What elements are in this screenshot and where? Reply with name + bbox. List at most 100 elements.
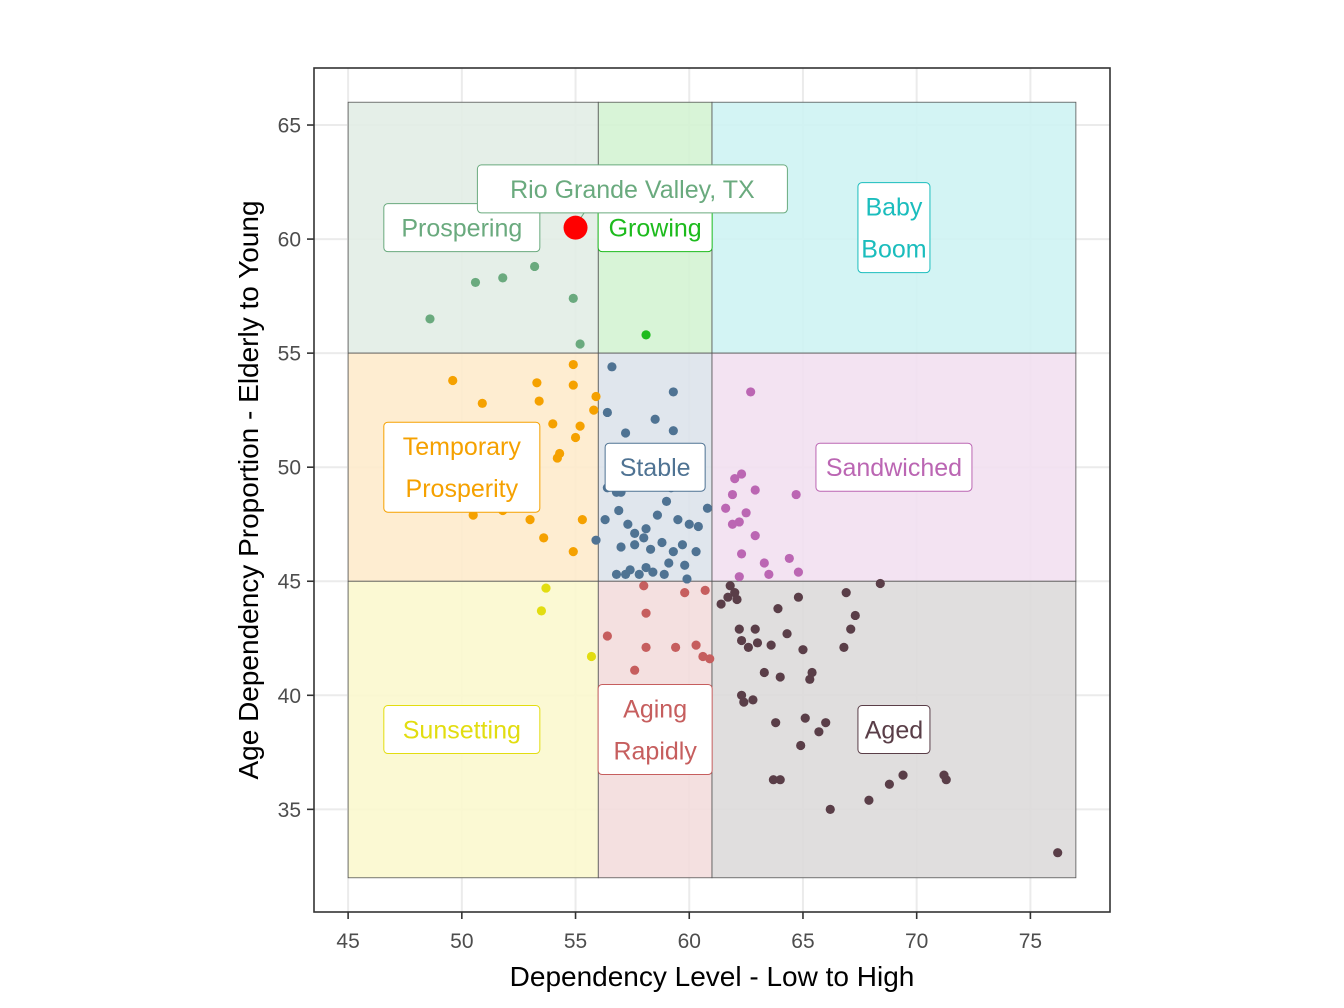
- data-point-stable: [645, 544, 656, 554]
- data-point-sandwiched: [727, 489, 738, 500]
- data-point-sandwiched: [759, 558, 769, 568]
- region-label-prospering-text: Prospering: [401, 215, 522, 243]
- data-point-sandwiched: [784, 553, 794, 564]
- data-point-aging-rapidly: [700, 585, 710, 595]
- y-tick-label: 35: [278, 799, 301, 822]
- data-point-stable: [607, 362, 617, 372]
- region-label-aging-rapidly-text: Aging: [623, 696, 687, 724]
- data-point-stable: [691, 546, 701, 557]
- data-point-stable: [600, 515, 610, 525]
- data-point-aged: [748, 695, 758, 705]
- data-point-aging-rapidly: [641, 608, 651, 618]
- data-point-aged: [825, 804, 835, 814]
- y-tick-label: 65: [278, 115, 301, 138]
- region-label-temporary-prosperity: Temporary Prosperity: [383, 421, 541, 513]
- region-label-temporary-prosperity-text: Prosperity: [406, 475, 519, 503]
- data-point-aged: [875, 578, 885, 589]
- data-point-aged: [846, 624, 856, 634]
- data-point-sandwiched: [750, 485, 760, 495]
- data-point-prospering: [568, 293, 578, 303]
- region-label-prospering-box: [383, 203, 541, 253]
- region-label-aged: Aged: [857, 705, 931, 755]
- data-point-aging-rapidly: [630, 665, 640, 675]
- data-point-prospering: [498, 273, 508, 283]
- data-point-stable: [641, 524, 651, 534]
- data-point-temporary-prosperity: [589, 405, 599, 415]
- data-point-aged: [798, 645, 808, 655]
- data-point-temporary-prosperity: [532, 378, 542, 388]
- data-point-prospering: [425, 314, 435, 324]
- data-point-stable: [620, 428, 631, 438]
- y-tick-label: 55: [278, 343, 301, 366]
- region-label-stable-text: Stable: [620, 454, 691, 482]
- data-point-prospering: [575, 339, 585, 349]
- data-point-stable: [659, 569, 669, 580]
- region-label-baby-boom: Baby Boom: [857, 182, 931, 274]
- data-point-temporary-prosperity: [534, 396, 544, 406]
- data-point-aged: [773, 604, 783, 614]
- region-label-baby-boom-text: Baby: [865, 194, 922, 222]
- data-point-stable: [634, 569, 644, 580]
- data-point-aged: [736, 635, 747, 646]
- axes: 45 50 55 60 65 70 75 35 40 45 50 55 60 65: [278, 115, 1042, 953]
- plot-panel-border: [313, 67, 1111, 913]
- data-point-stable: [657, 537, 667, 548]
- region-label-temporary-prosperity-text: Temporary: [403, 433, 522, 461]
- region-label-sandwiched-box: [815, 442, 973, 492]
- data-point-stable: [684, 519, 694, 529]
- data-point-stable: [680, 560, 690, 570]
- data-point-aged: [736, 690, 747, 700]
- y-tick-label: 50: [278, 457, 301, 480]
- data-point-stable: [668, 426, 678, 436]
- data-point-temporary-prosperity: [568, 359, 578, 370]
- data-point-temporary-prosperity: [568, 546, 578, 557]
- data-point-sandwiched: [721, 503, 731, 513]
- data-point-sandwiched: [741, 508, 751, 518]
- highlight-label-text: Rio Grande Valley, TX: [510, 176, 755, 204]
- x-tick-label: 45: [336, 930, 359, 953]
- data-point-aged: [941, 775, 951, 785]
- data-point-temporary-prosperity: [575, 421, 585, 431]
- data-point-sandwiched: [736, 549, 747, 559]
- region-label-prospering: Prospering: [383, 203, 541, 253]
- data-point-growing: [641, 330, 651, 340]
- data-point-stable: [614, 505, 624, 516]
- data-point-temporary-prosperity: [525, 515, 535, 525]
- data-point-aging-rapidly: [641, 642, 651, 652]
- x-tick-label: 65: [791, 930, 814, 953]
- data-point-sandwiched: [764, 569, 774, 580]
- data-point-stable: [702, 503, 713, 513]
- data-point-temporary-prosperity: [570, 432, 581, 443]
- y-tick-label: 60: [278, 229, 301, 252]
- data-point-aged: [766, 640, 776, 650]
- data-point-temporary-prosperity: [448, 375, 458, 386]
- data-point-stable: [693, 521, 703, 532]
- x-tick-label: 75: [1019, 930, 1042, 953]
- data-point-temporary-prosperity: [539, 533, 549, 543]
- data-point-aged: [841, 588, 851, 598]
- data-point-aging-rapidly: [691, 640, 701, 650]
- data-point-sunsetting: [586, 651, 597, 662]
- data-point-stable: [620, 569, 631, 580]
- data-point-aged: [807, 667, 817, 678]
- data-point-prospering: [530, 261, 540, 272]
- data-point-temporary-prosperity: [468, 510, 478, 520]
- region-labels: Prospering Growing Baby Boom Temporary Prospe…: [383, 164, 973, 776]
- data-point-aged: [793, 592, 804, 602]
- data-point-sunsetting: [536, 606, 547, 616]
- data-point-aged: [752, 638, 763, 648]
- region-label-baby-boom-text: Boom: [861, 236, 926, 264]
- x-tick-label: 55: [564, 930, 587, 953]
- data-point-aged: [884, 779, 894, 789]
- data-point-temporary-prosperity: [591, 391, 601, 402]
- data-point-stable: [673, 515, 683, 525]
- data-point-aged: [775, 672, 785, 682]
- data-point-stable: [616, 542, 626, 552]
- x-axis-title: Dependency Level - Low to High: [510, 961, 915, 992]
- data-point-stable: [661, 496, 672, 507]
- data-point-aged: [759, 667, 769, 678]
- data-point-prospering: [470, 277, 481, 288]
- data-point-aged: [821, 718, 831, 728]
- data-point-sandwiched: [791, 489, 801, 500]
